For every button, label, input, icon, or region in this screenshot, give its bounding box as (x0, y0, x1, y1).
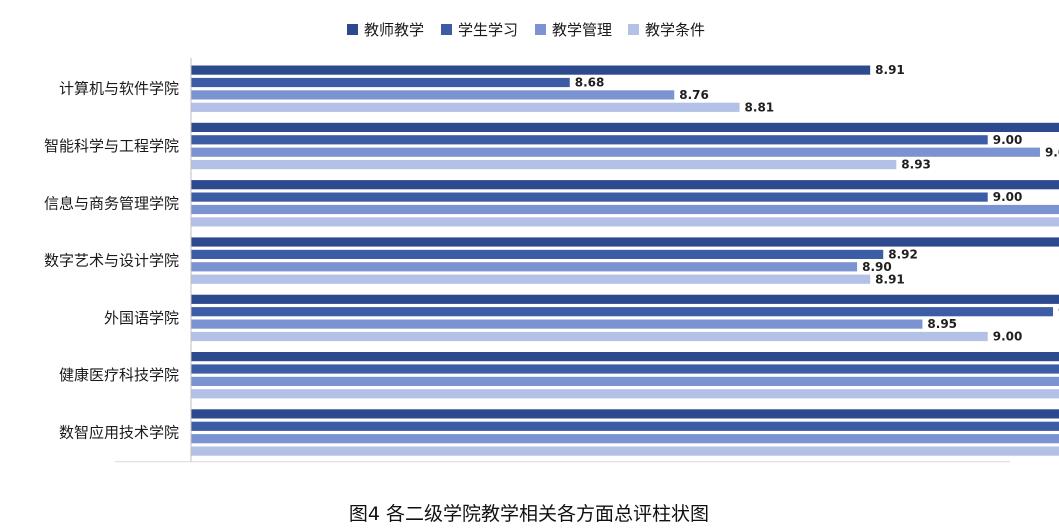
bar (191, 376, 1059, 386)
bar (191, 446, 1059, 456)
bar (191, 421, 1059, 431)
category-group: 8.91 8.68 8.76 8.81 (191, 63, 905, 114)
category-group: 9.229.009.048.93 (191, 122, 1059, 172)
category-tick-label: 数智应用技术学院 (59, 424, 179, 442)
data-label: 8.90 (862, 260, 892, 274)
data-label: 9.00 (993, 330, 1023, 344)
category-group: 9.299.009.149.14 (191, 180, 1059, 227)
legend-label: 教师教学 (364, 21, 424, 39)
data-label: 8.76 (679, 88, 709, 102)
category-group: 9.309.229.329.22 (191, 352, 1059, 399)
category-tick-label: 计算机与软件学院 (59, 80, 179, 98)
bar (191, 135, 988, 145)
legend-swatch (628, 24, 639, 35)
category-tick-label: 数字艺术与设计学院 (44, 252, 179, 270)
category-tick-label: 外国语学院 (104, 309, 179, 327)
legend-item: 学生学习 (441, 21, 518, 39)
legend-swatch (347, 24, 358, 35)
legend: 教师教学 学生学习 教学管理 教学条件 (347, 21, 705, 39)
legend-label: 学生学习 (458, 21, 518, 39)
bar (191, 352, 1059, 362)
bar (191, 262, 858, 272)
bar (191, 434, 1059, 444)
bar (191, 319, 923, 329)
legend-swatch (535, 24, 546, 35)
category-tick-label: 信息与商务管理学院 (44, 194, 179, 212)
figure-caption: 图4 各二级学院教学相关各方面总评柱状图 (349, 503, 709, 525)
bar (191, 307, 1054, 317)
data-label: 9.00 (993, 190, 1023, 204)
data-label: 8.93 (901, 158, 931, 172)
bar (191, 409, 1059, 419)
legend-swatch (441, 24, 452, 35)
bar (191, 77, 570, 88)
category-labels: 计算机与软件学院智能科学与工程学院信息与商务管理学院数字艺术与设计学院外国语学院… (44, 80, 179, 442)
category-tick-label: 智能科学与工程学院 (44, 137, 179, 155)
category-tick-label: 健康医疗科技学院 (59, 366, 179, 384)
bar (191, 160, 897, 170)
bar (191, 294, 1059, 304)
category-group: 9.128.928.908.91 (191, 237, 1059, 286)
bar (191, 364, 1059, 374)
data-label: 8.92 (888, 248, 918, 262)
bar (191, 389, 1059, 399)
legend-label: 教学管理 (552, 21, 612, 39)
bar (191, 237, 1059, 247)
data-label: 8.81 (745, 100, 775, 114)
legend-item: 教师教学 (347, 21, 424, 39)
bar (191, 102, 740, 112)
bar (191, 217, 1059, 227)
bar (191, 65, 871, 75)
data-label: 9.00 (993, 133, 1023, 147)
bar (191, 122, 1059, 132)
data-label: 8.95 (927, 317, 957, 331)
bar (191, 192, 988, 202)
bar (191, 90, 675, 100)
bars-group: 8.918.688.768.819.229.009.048.939.299.00… (191, 63, 1059, 456)
category-group: 9.899.449.789.56 (191, 409, 1059, 456)
data-label: 9.04 (1045, 145, 1059, 159)
bar (191, 331, 988, 342)
legend-label: 教学条件 (645, 21, 705, 39)
category-group: 9.239.058.959.00 (191, 294, 1059, 344)
bar (191, 180, 1059, 190)
bar (191, 147, 1040, 157)
data-label: 8.91 (875, 272, 905, 286)
data-label: 8.91 (875, 63, 905, 77)
legend-item: 教学管理 (535, 21, 612, 39)
bar (191, 274, 871, 284)
data-label: 8.68 (575, 76, 605, 90)
legend-item: 教学条件 (628, 21, 705, 39)
bar (191, 249, 884, 259)
bar (191, 204, 1059, 215)
